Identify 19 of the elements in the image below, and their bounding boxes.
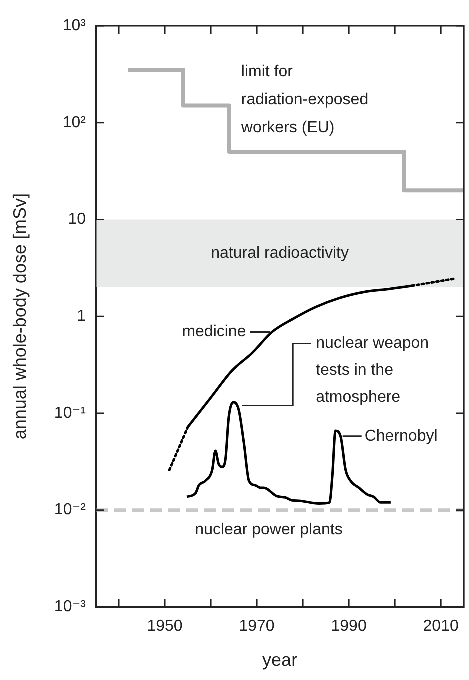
x-tick-label: 1990 <box>331 618 367 636</box>
annotation: Chernobyl <box>364 428 438 445</box>
x-tick-label: 1950 <box>147 618 183 636</box>
y-tick-label: 10⁻¹ <box>54 404 86 422</box>
ref-line-label: nuclear power plants <box>195 522 343 539</box>
y-tick-label: 10³ <box>62 17 87 34</box>
annotation: nuclear weapon tests in the atmosphere <box>316 335 430 406</box>
x-tick-label: 1970 <box>239 618 275 636</box>
y-tick-label: 10² <box>62 114 87 132</box>
y-axis-title: annual whole-body dose [mSv] <box>10 194 30 440</box>
band-label: natural radioactivity <box>211 244 349 262</box>
x-axis-title: year <box>262 650 298 670</box>
y-tick-label: 10 <box>68 211 86 228</box>
y-tick-label: 10⁻³ <box>54 598 87 616</box>
y-tick-label: 1 <box>77 308 86 326</box>
annotation: limit for radiation-exposed workers (EU) <box>240 63 369 136</box>
y-tick-label: 10⁻² <box>54 502 87 519</box>
annotation: medicine <box>182 324 246 341</box>
x-tick-label: 2010 <box>423 618 459 636</box>
